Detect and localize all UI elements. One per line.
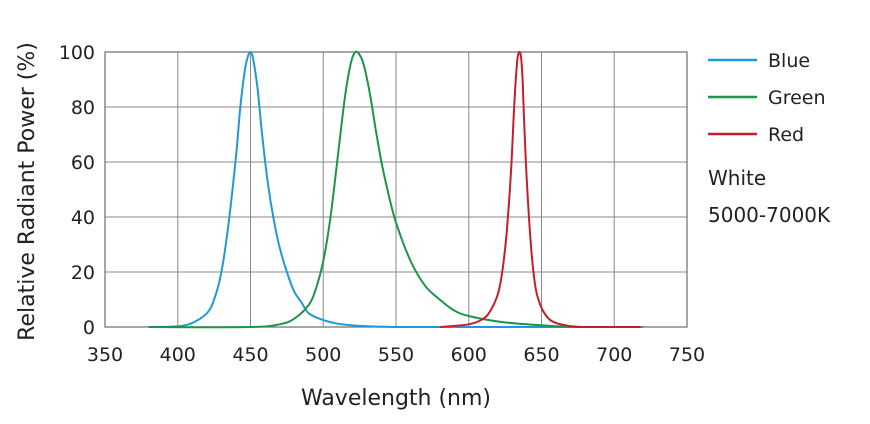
x-tick-label: 600	[451, 344, 487, 366]
x-tick-label: 750	[669, 344, 705, 366]
x-tick-label: 700	[596, 344, 632, 366]
x-tick-labels: 350 400 450 500 550 600 650 700 750	[87, 344, 705, 366]
x-axis-label: Wavelength (nm)	[301, 386, 491, 411]
series-lines	[148, 50, 644, 329]
legend: Blue Green Red	[708, 50, 826, 146]
series-line-blue	[148, 50, 644, 329]
legend-label-blue: Blue	[768, 50, 810, 72]
x-tick-label: 450	[232, 344, 268, 366]
series-line-red	[439, 50, 641, 329]
legend-label-red: Red	[768, 124, 804, 146]
x-tick-label: 500	[305, 344, 341, 366]
legend-label-green: Green	[768, 87, 826, 109]
y-tick-labels: 0 20 40 60 80 100	[59, 42, 95, 339]
annotation-cct: 5000-7000K	[708, 203, 831, 227]
grid	[104, 51, 688, 328]
x-tick-label: 350	[87, 344, 123, 366]
y-tick-label: 80	[71, 97, 95, 119]
y-tick-label: 20	[71, 262, 95, 284]
x-tick-label: 400	[160, 344, 196, 366]
y-tick-label: 40	[71, 207, 95, 229]
annotation-white: White	[708, 166, 766, 190]
y-tick-label: 100	[59, 42, 95, 64]
y-tick-label: 60	[71, 152, 95, 174]
x-tick-label: 650	[523, 344, 559, 366]
series-line-green	[148, 50, 586, 329]
y-axis-label: Relative Radiant Power (%)	[15, 42, 40, 341]
x-tick-label: 550	[378, 344, 414, 366]
y-tick-label: 0	[83, 317, 95, 339]
